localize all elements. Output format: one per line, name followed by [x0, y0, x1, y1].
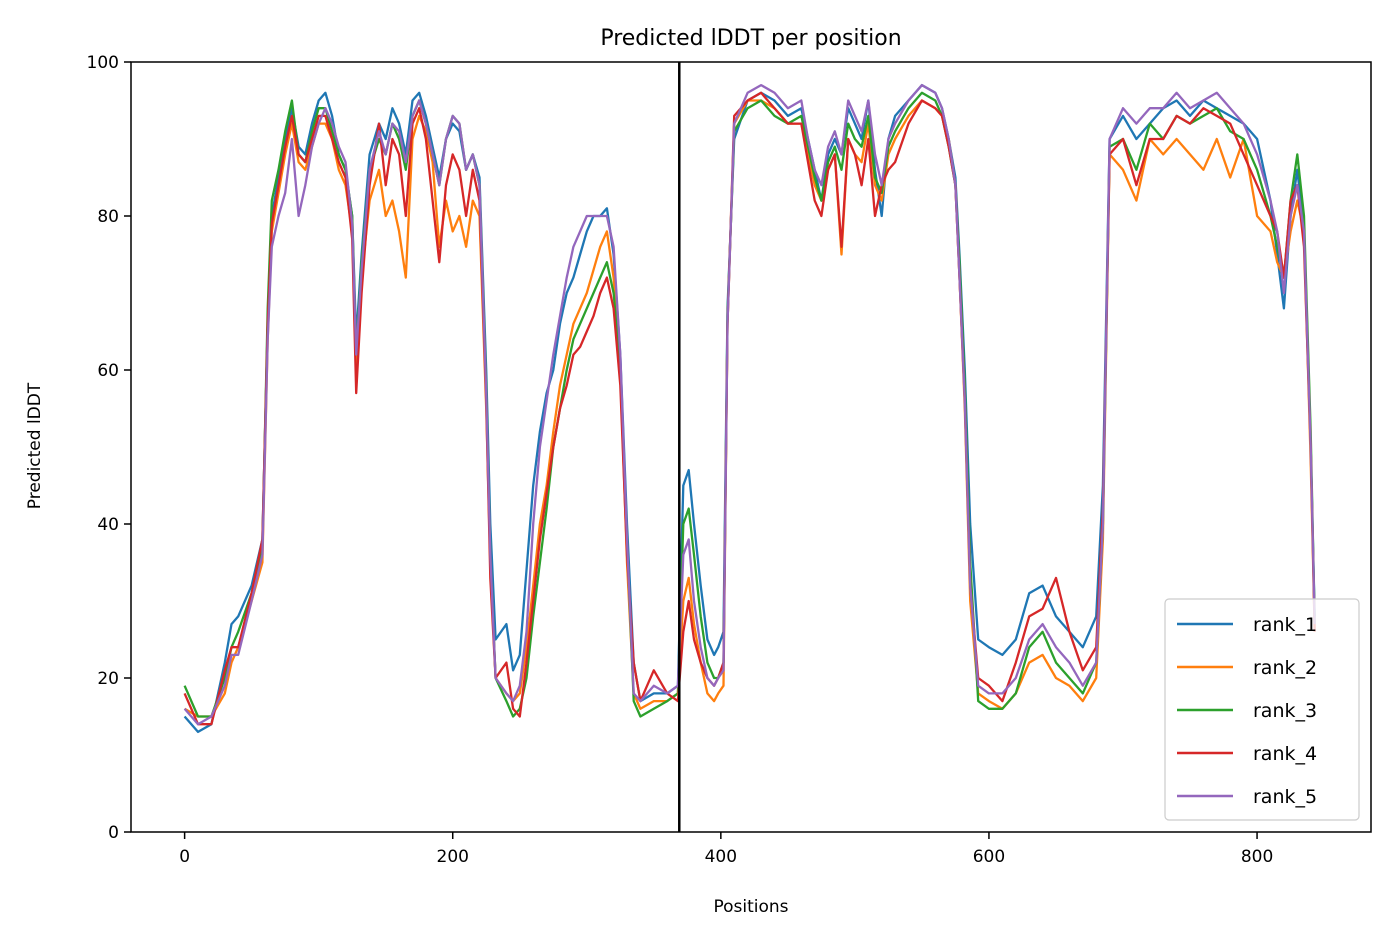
x-axis-label: Positions	[713, 897, 788, 917]
legend-label: rank_5	[1253, 786, 1317, 808]
legend: rank_1 rank_2 rank_3 rank_4 rank_5	[1164, 598, 1360, 821]
chart-title: Predicted lDDT per position	[600, 26, 901, 51]
x-tick-label: 200	[437, 847, 469, 867]
y-tick-label: 100	[87, 53, 119, 73]
legend-label: rank_2	[1253, 657, 1317, 679]
x-tick-label: 800	[1241, 847, 1273, 867]
series-layer	[183, 83, 1316, 734]
legend-label: rank_1	[1253, 614, 1317, 636]
ticks-layer: 0 200 400 600 800 0 20 40 60 80 100	[87, 53, 1274, 867]
y-axis-label: Predicted lDDT	[25, 382, 45, 509]
legend-label: rank_3	[1253, 700, 1317, 722]
y-tick-label: 0	[108, 823, 119, 843]
series-line-rank-4	[183, 91, 1316, 726]
series-line-rank-5	[183, 83, 1316, 726]
legend-label: rank_4	[1253, 743, 1317, 765]
x-tick-label: 400	[705, 847, 737, 867]
y-tick-label: 40	[97, 515, 119, 535]
x-tick-label: 0	[179, 847, 190, 867]
y-tick-label: 60	[97, 361, 119, 381]
plot-frame	[130, 61, 1372, 833]
y-tick-label: 80	[97, 207, 119, 227]
x-tick-label: 600	[973, 847, 1005, 867]
y-tick-label: 20	[97, 669, 119, 689]
legend-box	[1164, 598, 1360, 821]
